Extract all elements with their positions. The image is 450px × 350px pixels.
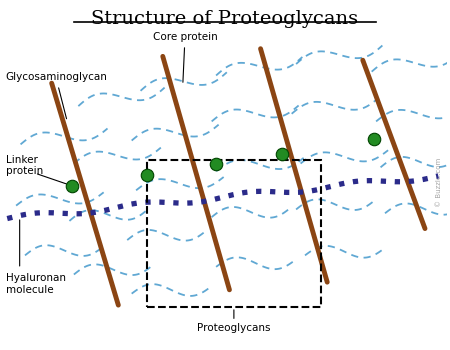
- Text: Core protein: Core protein: [153, 32, 217, 82]
- Bar: [147, 160, 320, 307]
- Text: Glycosaminoglycan: Glycosaminoglycan: [5, 72, 107, 119]
- Text: © Buzzle.com: © Buzzle.com: [436, 158, 442, 207]
- Text: Proteoglycans: Proteoglycans: [197, 323, 270, 333]
- Text: Hyaluronan
molecule: Hyaluronan molecule: [6, 273, 66, 295]
- Text: Structure of Proteoglycans: Structure of Proteoglycans: [91, 10, 359, 28]
- Text: Linker
protein: Linker protein: [6, 155, 44, 176]
